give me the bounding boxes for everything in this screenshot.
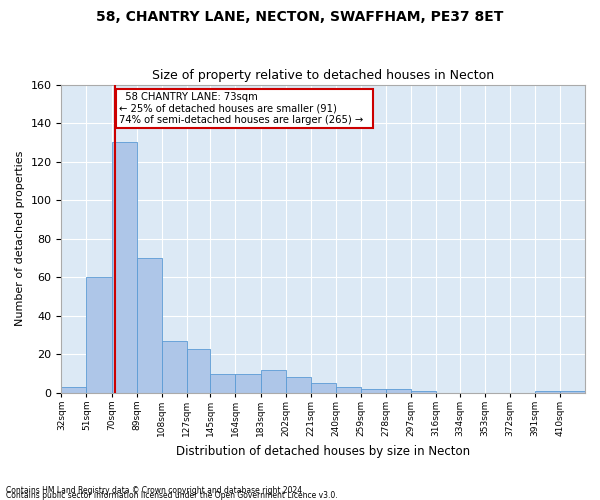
Bar: [535, 391, 560, 393]
Bar: [336, 387, 361, 393]
Bar: [260, 370, 286, 393]
Bar: [235, 374, 260, 393]
Bar: [61, 387, 86, 393]
Bar: [137, 258, 161, 393]
X-axis label: Distribution of detached houses by size in Necton: Distribution of detached houses by size …: [176, 444, 470, 458]
Title: Size of property relative to detached houses in Necton: Size of property relative to detached ho…: [152, 69, 494, 82]
Text: Contains public sector information licensed under the Open Government Licence v3: Contains public sector information licen…: [6, 491, 338, 500]
Text: 58 CHANTRY LANE: 73sqm
← 25% of detached houses are smaller (91)
74% of semi-det: 58 CHANTRY LANE: 73sqm ← 25% of detached…: [119, 92, 370, 126]
Y-axis label: Number of detached properties: Number of detached properties: [15, 151, 25, 326]
Bar: [361, 389, 386, 393]
Text: Contains HM Land Registry data © Crown copyright and database right 2024.: Contains HM Land Registry data © Crown c…: [6, 486, 305, 495]
Bar: [86, 277, 112, 393]
Bar: [411, 391, 436, 393]
Bar: [560, 391, 585, 393]
Bar: [386, 389, 411, 393]
Bar: [286, 378, 311, 393]
Bar: [187, 348, 211, 393]
Bar: [311, 383, 336, 393]
Bar: [112, 142, 137, 393]
Bar: [161, 341, 187, 393]
Bar: [211, 374, 235, 393]
Text: 58, CHANTRY LANE, NECTON, SWAFFHAM, PE37 8ET: 58, CHANTRY LANE, NECTON, SWAFFHAM, PE37…: [97, 10, 503, 24]
